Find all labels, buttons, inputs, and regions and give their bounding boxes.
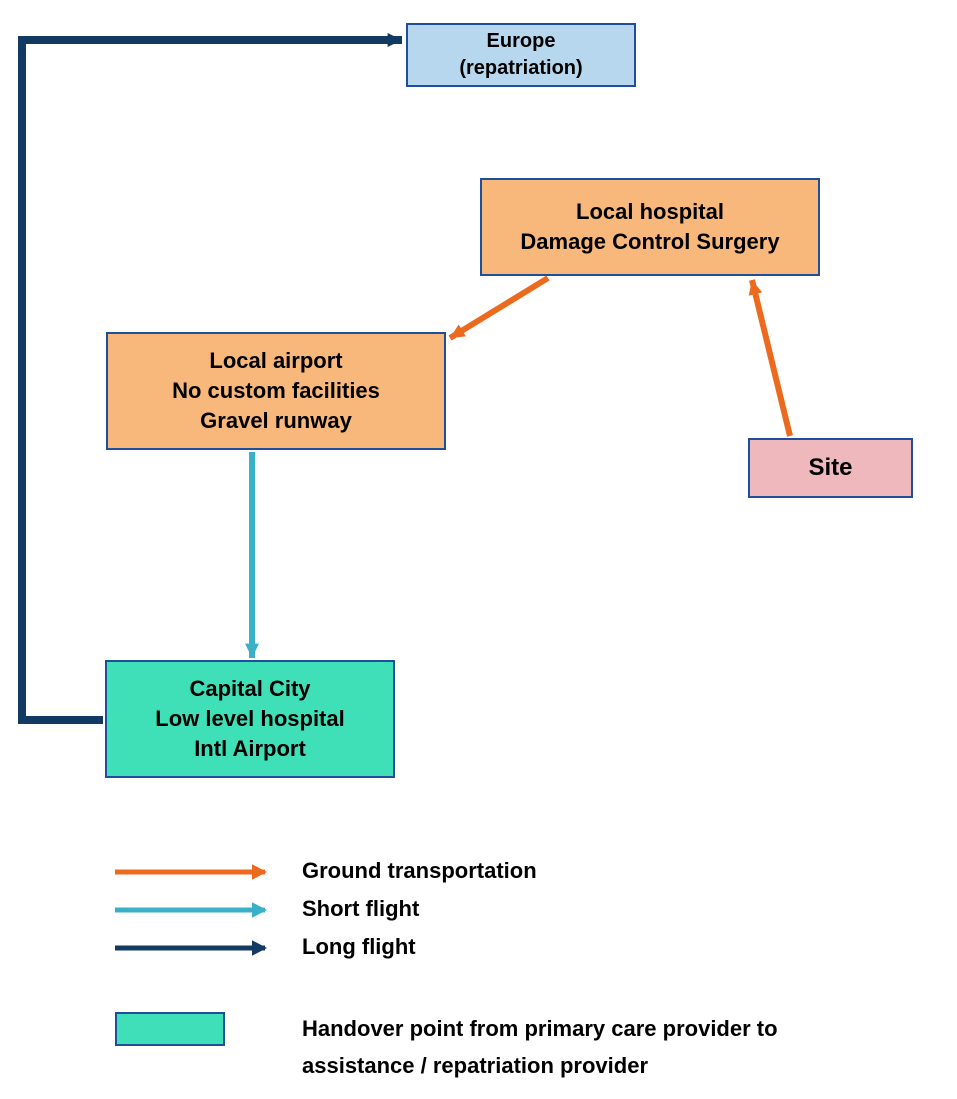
arrowhead-capital-to-europe bbox=[388, 33, 402, 47]
arrowhead-airport-to-capital bbox=[245, 644, 259, 658]
legend-arrow-label: Short flight bbox=[302, 896, 419, 922]
legend-arrow-label: Long flight bbox=[302, 934, 416, 960]
node-local-hospital: Local hospitalDamage Control Surgery bbox=[480, 178, 820, 276]
diagram-canvas: Europe(repatriation) Local hospitalDamag… bbox=[0, 0, 957, 1099]
legend-arrowhead bbox=[252, 902, 267, 918]
node-capital-city: Capital CityLow level hospitalIntl Airpo… bbox=[105, 660, 395, 778]
edge-site-to-hospital bbox=[752, 280, 790, 436]
legend-handover-text-line: Handover point from primary care provide… bbox=[302, 1010, 778, 1047]
node-local-airport: Local airportNo custom facilitiesGravel … bbox=[106, 332, 446, 450]
legend-handover-label: Handover point from primary care provide… bbox=[302, 1010, 778, 1085]
arrowhead-site-to-hospital bbox=[749, 280, 762, 296]
node-text-line: Damage Control Surgery bbox=[520, 227, 779, 257]
node-text-line: No custom facilities bbox=[172, 376, 380, 406]
node-text-line: Site bbox=[808, 452, 852, 484]
node-europe: Europe(repatriation) bbox=[406, 23, 636, 87]
node-text-line: Low level hospital bbox=[155, 704, 344, 734]
legend-arrowhead bbox=[252, 864, 267, 880]
legend-handover-swatch bbox=[115, 1012, 225, 1046]
node-text-line: (repatriation) bbox=[459, 55, 582, 82]
node-text-line: Local hospital bbox=[576, 197, 724, 227]
node-text-line: Intl Airport bbox=[194, 734, 306, 764]
legend-arrowhead bbox=[252, 940, 267, 956]
edges-layer bbox=[0, 0, 957, 1099]
legend-handover-text-line: assistance / repatriation provider bbox=[302, 1047, 778, 1084]
node-text-line: Gravel runway bbox=[200, 406, 352, 436]
legend-arrow-label: Ground transportation bbox=[302, 858, 537, 884]
node-site: Site bbox=[748, 438, 913, 498]
node-text-line: Capital City bbox=[189, 674, 310, 704]
node-text-line: Europe bbox=[487, 28, 556, 55]
node-text-line: Local airport bbox=[209, 346, 342, 376]
edge-hospital-to-airport bbox=[450, 278, 548, 338]
arrowhead-hospital-to-airport bbox=[450, 325, 466, 338]
